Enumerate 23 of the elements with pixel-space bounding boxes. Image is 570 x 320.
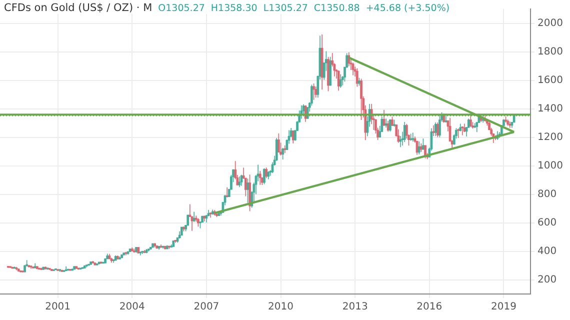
x-tick-label: 2019	[490, 302, 516, 313]
x-tick-label: 2016	[416, 302, 442, 313]
annotation: +45.68 (+3.50%)	[366, 2, 450, 14]
y-tick-label: 1800	[538, 46, 564, 58]
x-tick-label: 2001	[45, 302, 71, 313]
y-tick-label: 600	[538, 217, 557, 228]
annotation: L1305.27	[263, 2, 308, 14]
chart-title: CFDs on Gold (US$ / OZ) · M	[4, 2, 152, 14]
y-tick-label: 1000	[538, 160, 564, 172]
annotation: H1358.30	[210, 2, 258, 14]
x-tick-label: 2007	[194, 302, 220, 313]
annotation: O1305.27	[158, 2, 205, 14]
x-tick-label: 2013	[342, 302, 368, 313]
y-tick-label: 2000	[538, 18, 564, 29]
x-tick-label: 2010	[268, 302, 294, 313]
y-tick-label: 1400	[538, 103, 564, 114]
y-tick-label: 800	[538, 188, 557, 200]
y-tick-label: 1600	[538, 74, 564, 86]
annotation: C1350.88	[314, 2, 360, 14]
y-tick-label: 400	[538, 246, 557, 257]
x-tick-label: 2004	[119, 302, 145, 313]
y-tick-label: 1200	[538, 132, 564, 143]
y-tick-label: 200	[538, 274, 557, 286]
